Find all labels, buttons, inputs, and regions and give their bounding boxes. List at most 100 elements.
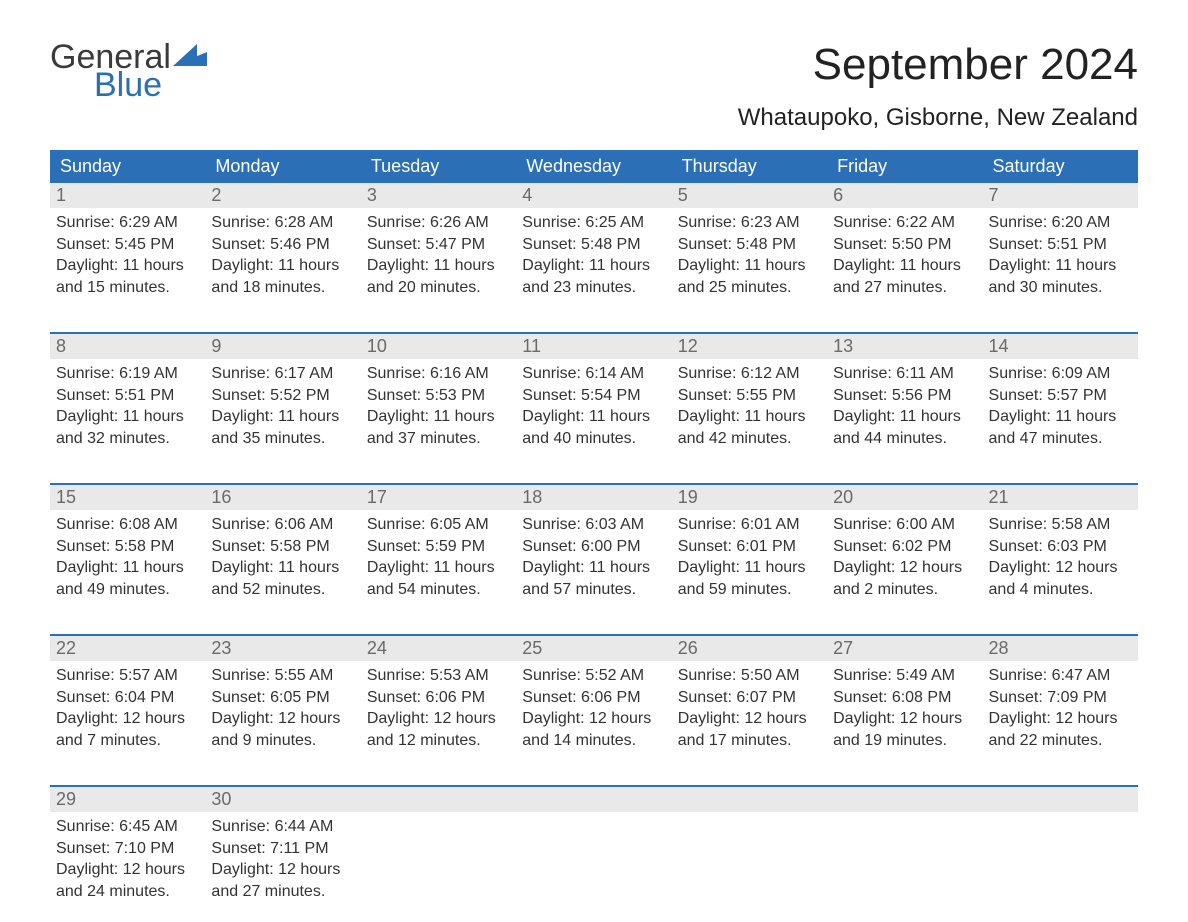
day-cell: Sunrise: 5:50 AMSunset: 6:07 PMDaylight:… bbox=[672, 661, 827, 771]
sunset-line: Sunset: 5:57 PM bbox=[989, 385, 1132, 407]
day-number: 26 bbox=[672, 636, 827, 661]
calendar-page: General Blue September 2024 Whataupoko, … bbox=[0, 0, 1188, 918]
day-cell: Sunrise: 6:25 AMSunset: 5:48 PMDaylight:… bbox=[516, 208, 671, 318]
sunset-line: Sunset: 7:09 PM bbox=[989, 687, 1132, 709]
day-cell: Sunrise: 6:14 AMSunset: 5:54 PMDaylight:… bbox=[516, 359, 671, 469]
day-number-cell: 3 bbox=[361, 183, 516, 208]
day-number: 11 bbox=[516, 334, 671, 359]
day-cell: Sunrise: 6:44 AMSunset: 7:11 PMDaylight:… bbox=[205, 812, 360, 922]
day-number-cell bbox=[983, 787, 1138, 812]
day-body: Sunrise: 6:03 AMSunset: 6:00 PMDaylight:… bbox=[516, 510, 671, 608]
day-cell: Sunrise: 5:58 AMSunset: 6:03 PMDaylight:… bbox=[983, 510, 1138, 620]
daylight-line: Daylight: 11 hours and 49 minutes. bbox=[56, 557, 199, 600]
sunrise-line: Sunrise: 6:00 AM bbox=[833, 514, 976, 536]
day-body: Sunrise: 6:11 AMSunset: 5:56 PMDaylight:… bbox=[827, 359, 982, 457]
day-number: 25 bbox=[516, 636, 671, 661]
sunset-line: Sunset: 6:05 PM bbox=[211, 687, 354, 709]
sunset-line: Sunset: 5:47 PM bbox=[367, 234, 510, 256]
daylight-line: Daylight: 11 hours and 44 minutes. bbox=[833, 406, 976, 449]
sunrise-line: Sunrise: 6:29 AM bbox=[56, 212, 199, 234]
day-body: Sunrise: 6:01 AMSunset: 6:01 PMDaylight:… bbox=[672, 510, 827, 608]
dow-friday: Friday bbox=[827, 150, 982, 183]
sunset-line: Sunset: 5:50 PM bbox=[833, 234, 976, 256]
day-cell: Sunrise: 6:17 AMSunset: 5:52 PMDaylight:… bbox=[205, 359, 360, 469]
day-cell: Sunrise: 5:53 AMSunset: 6:06 PMDaylight:… bbox=[361, 661, 516, 771]
sunrise-line: Sunrise: 6:12 AM bbox=[678, 363, 821, 385]
day-body: Sunrise: 5:53 AMSunset: 6:06 PMDaylight:… bbox=[361, 661, 516, 759]
daylight-line: Daylight: 11 hours and 32 minutes. bbox=[56, 406, 199, 449]
day-number-cell: 22 bbox=[50, 636, 205, 661]
daylight-line: Daylight: 12 hours and 24 minutes. bbox=[56, 859, 199, 902]
daylight-line: Daylight: 11 hours and 25 minutes. bbox=[678, 255, 821, 298]
calendar-grid: Sunday Monday Tuesday Wednesday Thursday… bbox=[50, 150, 1138, 922]
daylight-line: Daylight: 11 hours and 37 minutes. bbox=[367, 406, 510, 449]
dow-wednesday: Wednesday bbox=[516, 150, 671, 183]
daylight-line: Daylight: 11 hours and 52 minutes. bbox=[211, 557, 354, 600]
daylight-line: Daylight: 11 hours and 30 minutes. bbox=[989, 255, 1132, 298]
day-number-cell: 15 bbox=[50, 485, 205, 510]
day-cell: Sunrise: 6:28 AMSunset: 5:46 PMDaylight:… bbox=[205, 208, 360, 318]
daylight-line: Daylight: 11 hours and 40 minutes. bbox=[522, 406, 665, 449]
day-cell: Sunrise: 5:52 AMSunset: 6:06 PMDaylight:… bbox=[516, 661, 671, 771]
daylight-line: Daylight: 12 hours and 22 minutes. bbox=[989, 708, 1132, 751]
day-cell: Sunrise: 5:49 AMSunset: 6:08 PMDaylight:… bbox=[827, 661, 982, 771]
day-number-cell bbox=[361, 787, 516, 812]
day-cell: Sunrise: 6:19 AMSunset: 5:51 PMDaylight:… bbox=[50, 359, 205, 469]
sunset-line: Sunset: 6:04 PM bbox=[56, 687, 199, 709]
day-number-cell: 28 bbox=[983, 636, 1138, 661]
day-number: 21 bbox=[983, 485, 1138, 510]
sunrise-line: Sunrise: 6:17 AM bbox=[211, 363, 354, 385]
day-body: Sunrise: 5:52 AMSunset: 6:06 PMDaylight:… bbox=[516, 661, 671, 759]
day-number: 18 bbox=[516, 485, 671, 510]
day-cell: Sunrise: 6:20 AMSunset: 5:51 PMDaylight:… bbox=[983, 208, 1138, 318]
sunset-line: Sunset: 5:48 PM bbox=[678, 234, 821, 256]
daylight-line: Daylight: 11 hours and 35 minutes. bbox=[211, 406, 354, 449]
day-cell: Sunrise: 6:26 AMSunset: 5:47 PMDaylight:… bbox=[361, 208, 516, 318]
day-number: 22 bbox=[50, 636, 205, 661]
sunset-line: Sunset: 5:46 PM bbox=[211, 234, 354, 256]
sunrise-line: Sunrise: 6:25 AM bbox=[522, 212, 665, 234]
day-cell: Sunrise: 5:57 AMSunset: 6:04 PMDaylight:… bbox=[50, 661, 205, 771]
sunrise-line: Sunrise: 6:14 AM bbox=[522, 363, 665, 385]
day-number-cell: 26 bbox=[672, 636, 827, 661]
day-body: Sunrise: 6:19 AMSunset: 5:51 PMDaylight:… bbox=[50, 359, 205, 457]
sunrise-line: Sunrise: 6:22 AM bbox=[833, 212, 976, 234]
sunrise-line: Sunrise: 6:26 AM bbox=[367, 212, 510, 234]
day-body-row: Sunrise: 6:45 AMSunset: 7:10 PMDaylight:… bbox=[50, 812, 1138, 922]
day-number: 30 bbox=[205, 787, 360, 812]
day-cell: Sunrise: 6:47 AMSunset: 7:09 PMDaylight:… bbox=[983, 661, 1138, 771]
day-body: Sunrise: 6:00 AMSunset: 6:02 PMDaylight:… bbox=[827, 510, 982, 608]
sunrise-line: Sunrise: 6:06 AM bbox=[211, 514, 354, 536]
day-cell: Sunrise: 5:55 AMSunset: 6:05 PMDaylight:… bbox=[205, 661, 360, 771]
daylight-line: Daylight: 12 hours and 17 minutes. bbox=[678, 708, 821, 751]
day-number-row: 891011121314 bbox=[50, 334, 1138, 359]
sunset-line: Sunset: 5:58 PM bbox=[211, 536, 354, 558]
sunrise-line: Sunrise: 5:53 AM bbox=[367, 665, 510, 687]
generalblue-logo: General Blue bbox=[50, 40, 207, 102]
daylight-line: Daylight: 12 hours and 27 minutes. bbox=[211, 859, 354, 902]
sunrise-line: Sunrise: 5:50 AM bbox=[678, 665, 821, 687]
day-cell: Sunrise: 6:29 AMSunset: 5:45 PMDaylight:… bbox=[50, 208, 205, 318]
day-number-cell: 10 bbox=[361, 334, 516, 359]
day-number-cell bbox=[516, 787, 671, 812]
day-number: 29 bbox=[50, 787, 205, 812]
week-wrap: 22232425262728Sunrise: 5:57 AMSunset: 6:… bbox=[50, 634, 1138, 771]
title-block: September 2024 Whataupoko, Gisborne, New… bbox=[738, 40, 1138, 132]
daylight-line: Daylight: 12 hours and 19 minutes. bbox=[833, 708, 976, 751]
daylight-line: Daylight: 11 hours and 18 minutes. bbox=[211, 255, 354, 298]
day-cell: Sunrise: 6:01 AMSunset: 6:01 PMDaylight:… bbox=[672, 510, 827, 620]
day-number-cell: 8 bbox=[50, 334, 205, 359]
day-number: 3 bbox=[361, 183, 516, 208]
daylight-line: Daylight: 11 hours and 23 minutes. bbox=[522, 255, 665, 298]
day-body: Sunrise: 6:06 AMSunset: 5:58 PMDaylight:… bbox=[205, 510, 360, 608]
day-body: Sunrise: 6:20 AMSunset: 5:51 PMDaylight:… bbox=[983, 208, 1138, 306]
month-title: September 2024 bbox=[738, 40, 1138, 90]
day-number-cell: 23 bbox=[205, 636, 360, 661]
sunrise-line: Sunrise: 6:28 AM bbox=[211, 212, 354, 234]
daylight-line: Daylight: 12 hours and 14 minutes. bbox=[522, 708, 665, 751]
week-wrap: 1234567Sunrise: 6:29 AMSunset: 5:45 PMDa… bbox=[50, 183, 1138, 318]
day-number: 10 bbox=[361, 334, 516, 359]
sunset-line: Sunset: 5:59 PM bbox=[367, 536, 510, 558]
day-body: Sunrise: 6:28 AMSunset: 5:46 PMDaylight:… bbox=[205, 208, 360, 306]
daylight-line: Daylight: 12 hours and 12 minutes. bbox=[367, 708, 510, 751]
